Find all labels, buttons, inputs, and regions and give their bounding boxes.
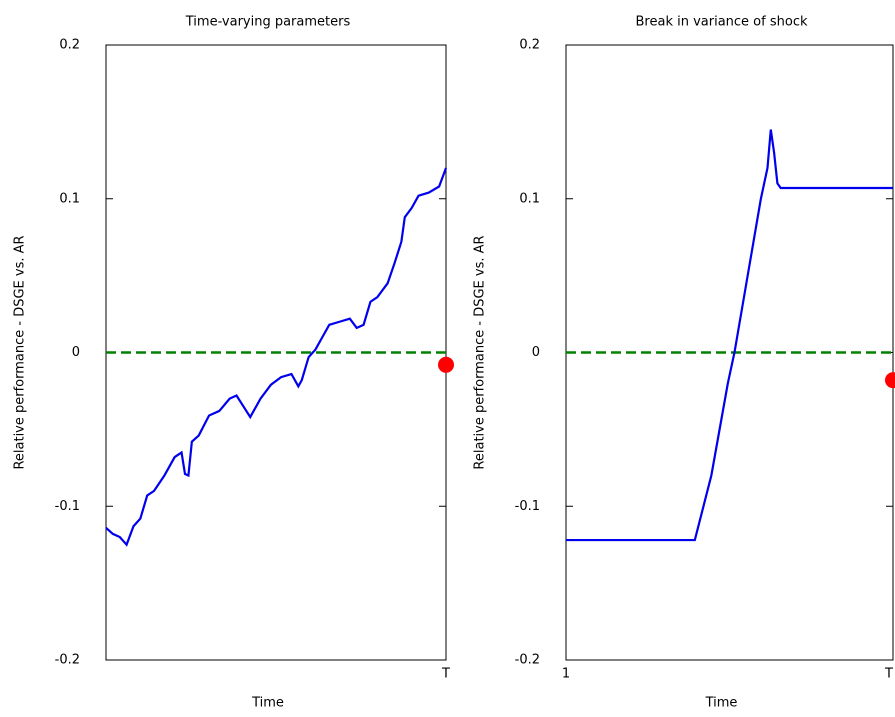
y-tick-label: 0.1 — [519, 191, 540, 206]
x-tick-label: T — [441, 667, 450, 682]
x-axis-label: Time — [705, 696, 738, 711]
chart-title: Break in variance of shock — [636, 15, 808, 30]
y-tick-label: 0.2 — [519, 38, 540, 53]
data-line — [566, 129, 893, 542]
x-axis-label: Time — [251, 696, 284, 711]
x-tick-label: 1 — [562, 667, 570, 682]
y-tick-label: 0 — [72, 345, 80, 360]
y-tick-label: -0.1 — [55, 499, 80, 514]
y-tick-label: 0.1 — [59, 191, 80, 206]
endpoint-marker — [885, 372, 895, 389]
endpoint-marker — [438, 356, 454, 373]
y-tick-label: -0.2 — [55, 653, 80, 668]
y-axis-label: Relative performance - DSGE vs. AR — [473, 235, 488, 469]
y-axis-label: Relative performance - DSGE vs. AR — [13, 235, 28, 469]
data-line — [105, 167, 448, 547]
y-tick-label: 0.2 — [59, 38, 80, 53]
chart-title: Time-varying parameters — [185, 15, 351, 30]
y-tick-label: -0.2 — [515, 653, 540, 668]
y-tick-label: -0.1 — [515, 499, 540, 514]
y-tick-label: 0 — [532, 345, 540, 360]
x-tick-label: T — [884, 667, 893, 682]
